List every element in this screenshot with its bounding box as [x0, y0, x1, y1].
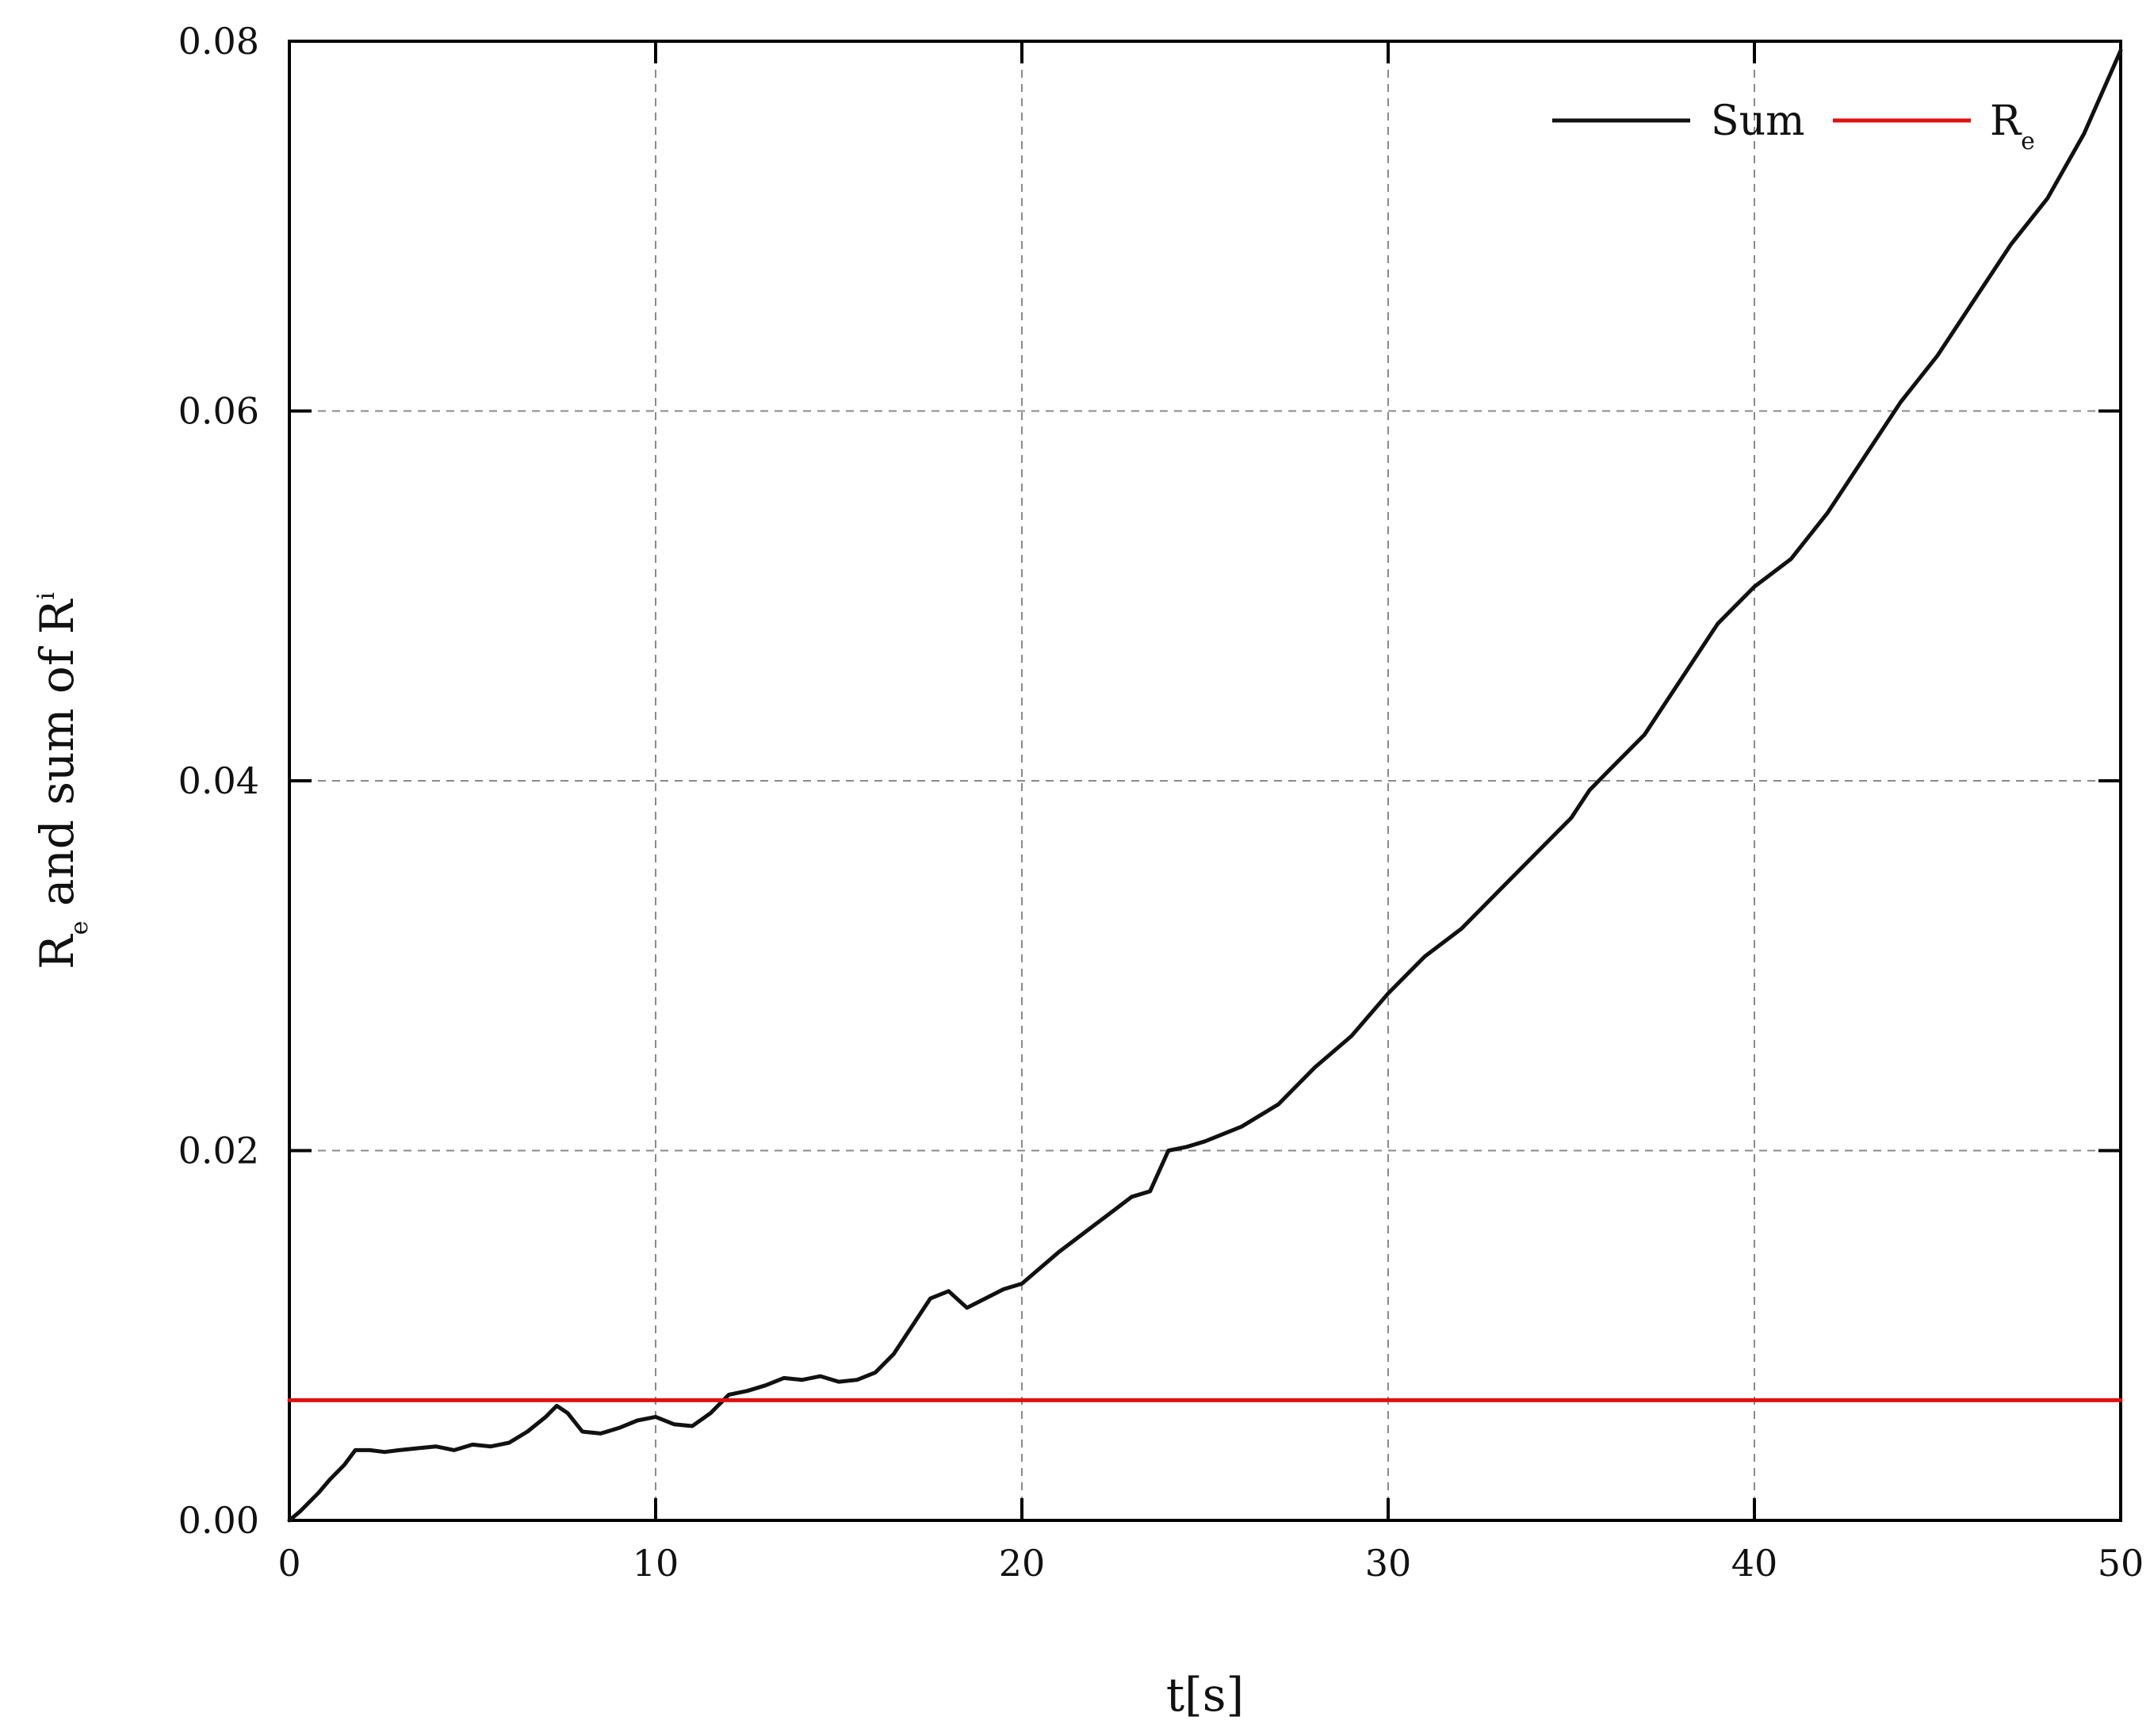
grid — [289, 41, 2121, 1520]
x-tick-label: 10 — [633, 1542, 679, 1585]
x-tick-label: 30 — [1365, 1542, 1412, 1585]
y-axis-title-main: and sum of R — [30, 598, 84, 920]
y-tick-label: 0.08 — [178, 20, 259, 63]
legend-entry-sum: Sum — [1552, 98, 1804, 145]
x-tick-label: 0 — [277, 1542, 300, 1585]
legend-entry-sum-label: Sum — [1711, 98, 1804, 145]
y-axis-title-r: R — [30, 933, 84, 969]
legend: Sum Re — [1552, 98, 2035, 155]
y-tick-label: 0.02 — [178, 1130, 259, 1172]
series-line-sum — [287, 48, 2123, 1523]
x-tick-label: 40 — [1731, 1542, 1778, 1585]
y-axis-title: Re and sum of Ri — [30, 592, 94, 969]
y-axis-title-superscript: i — [33, 592, 60, 600]
legend-entry-re: Re — [1833, 98, 2035, 155]
x-axis-title: t[s] — [1166, 1668, 1244, 1722]
x-tick-label: 20 — [999, 1542, 1046, 1585]
labels: 0 10 20 30 40 50 0.00 0.02 0.04 0.06 0.08 t[s] Re an… — [30, 20, 2144, 1722]
y-axis-title-subscript: e — [66, 921, 94, 935]
y-tick-label: 0.06 — [178, 390, 259, 433]
legend-entry-re-label-main: R — [1990, 98, 2022, 145]
ticks — [288, 40, 2122, 1522]
legend-entry-re-label: Re — [1990, 98, 2035, 155]
y-tick-label: 0.04 — [178, 759, 259, 802]
x-tick-label: 50 — [2098, 1542, 2144, 1585]
legend-entry-re-label-sub: e — [2021, 128, 2035, 155]
y-tick-label: 0.00 — [178, 1499, 259, 1542]
series — [287, 48, 2123, 1523]
